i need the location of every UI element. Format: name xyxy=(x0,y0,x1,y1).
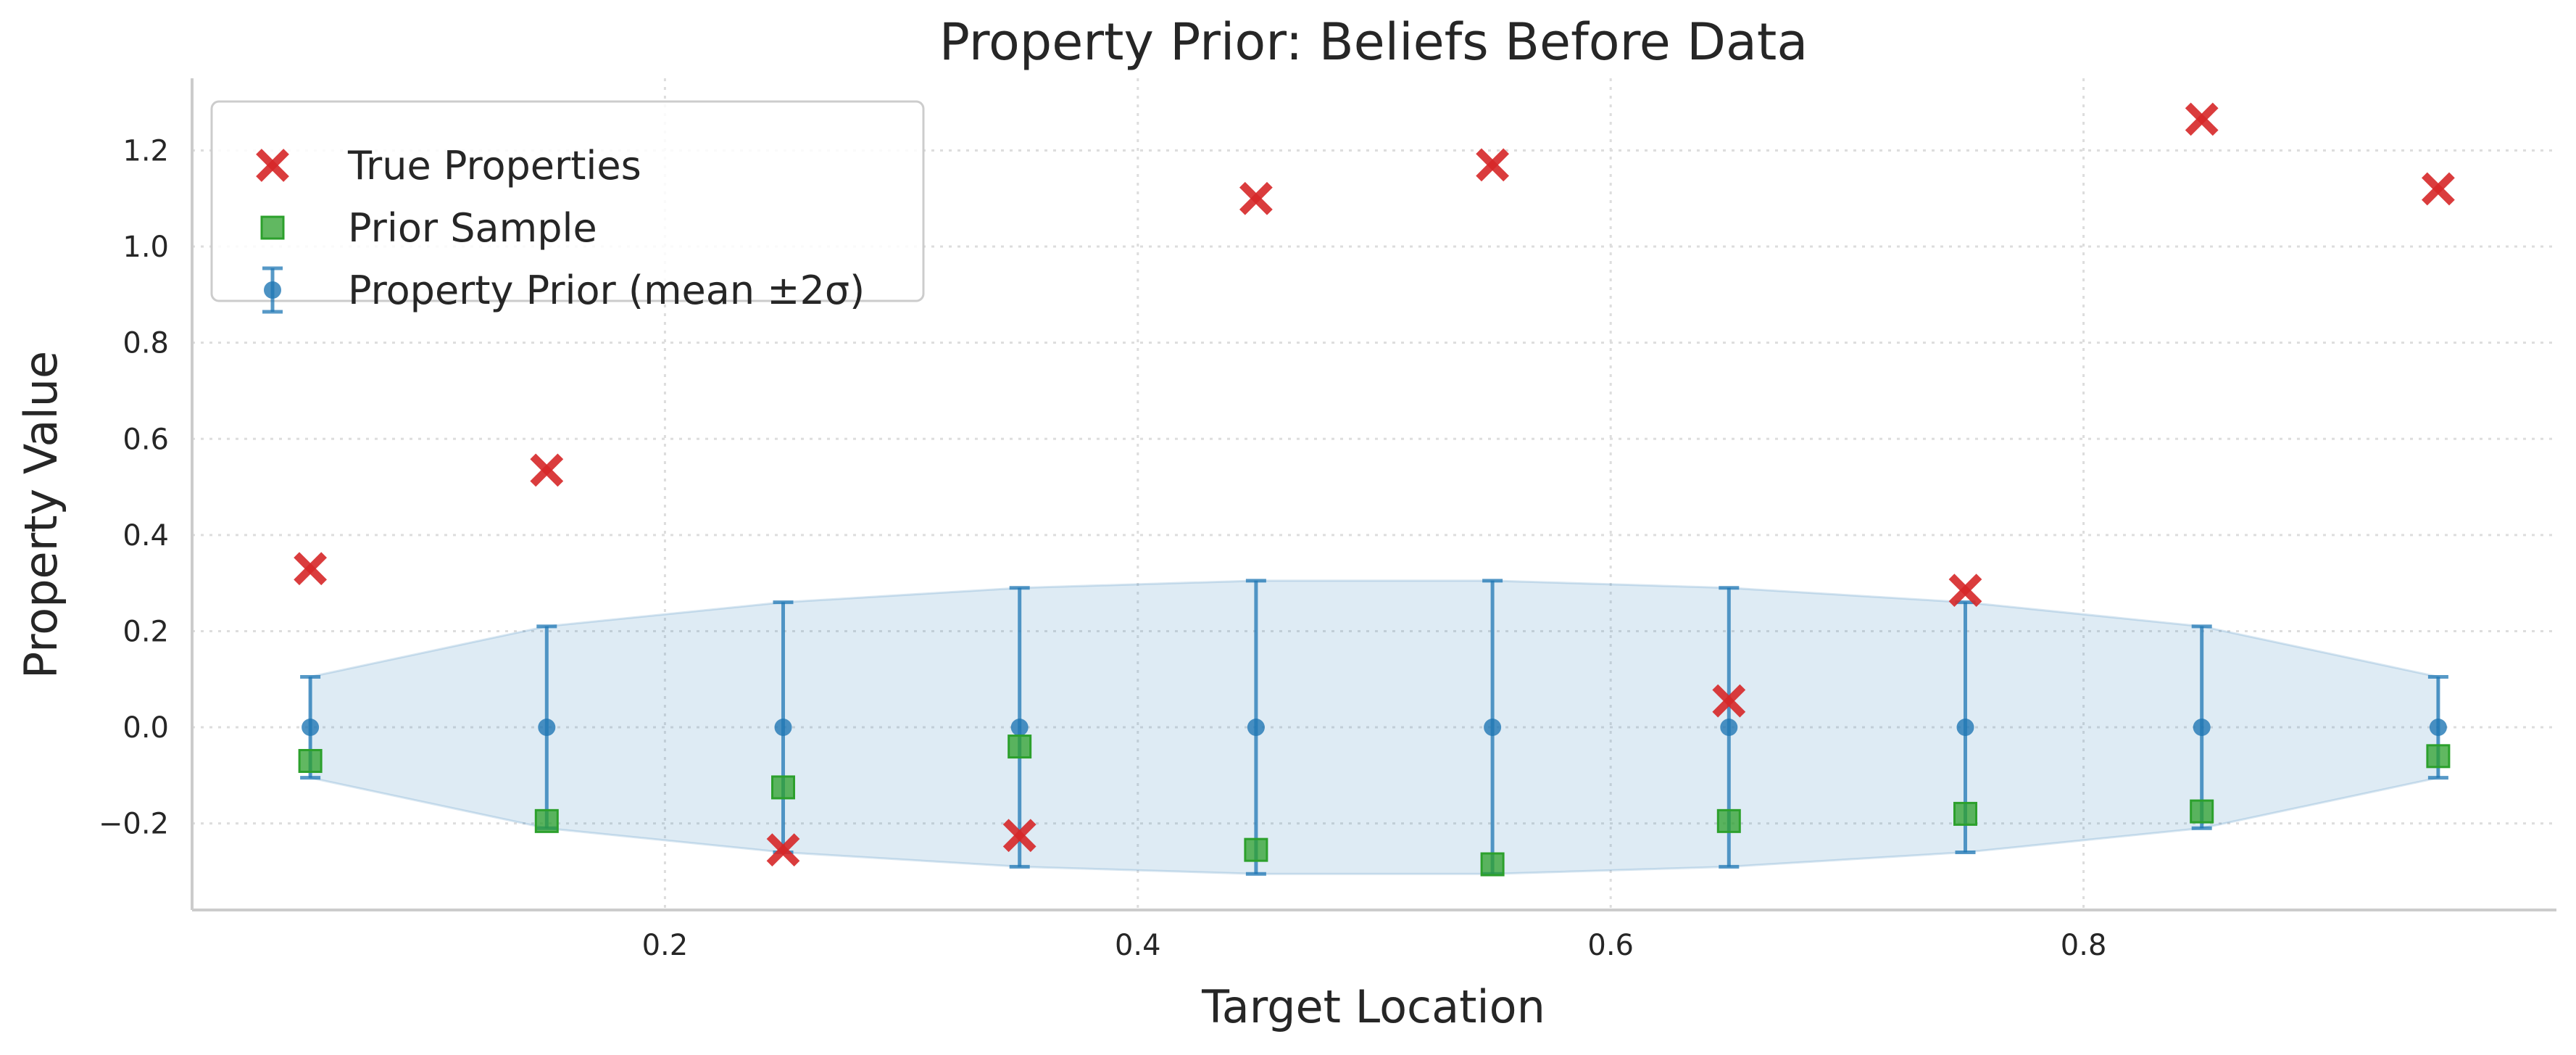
legend-label: True Properties xyxy=(347,143,641,189)
y-tick-label: 0.0 xyxy=(122,711,169,745)
true-property-point xyxy=(294,552,327,586)
legend-label: Prior Sample xyxy=(348,205,597,251)
prior-sample-point xyxy=(1480,852,1505,877)
true-property-point xyxy=(530,453,564,487)
x-tick-label: 0.4 xyxy=(1115,929,1161,962)
true-property-point xyxy=(766,833,800,867)
y-tick-label: 0.2 xyxy=(122,615,169,648)
prior-sample-point xyxy=(1716,808,1741,833)
y-tick-label: 1.0 xyxy=(122,231,169,264)
prior-mean-point xyxy=(2193,719,2211,737)
chart-title: Property Prior: Beliefs Before Data xyxy=(939,12,1808,72)
true-property-point xyxy=(2422,172,2455,206)
y-tick-label: 0.6 xyxy=(122,423,169,456)
prior-sample-point xyxy=(2426,744,2451,769)
legend-prior-marker xyxy=(264,281,281,299)
plot-area: 0.2 0.4 0.6 0.8 −0.2 0.0 0.2 0.4 0.6 0.8 1.0 1.2 xyxy=(99,78,2556,962)
legend-true-marker xyxy=(256,149,289,182)
legend-box xyxy=(210,100,925,302)
y-tick-label: −0.2 xyxy=(99,808,169,841)
prior-mean-point xyxy=(1484,719,1502,737)
prior-sample-point xyxy=(771,775,795,800)
y-tick-label: 0.8 xyxy=(122,327,169,360)
x-axis-label: Target Location xyxy=(1201,980,1545,1033)
prior-mean-point xyxy=(774,719,792,737)
y-tick-label: 1.2 xyxy=(122,134,169,167)
prior-mean-point xyxy=(2429,719,2447,737)
legend-label: Property Prior (mean ±2σ) xyxy=(348,268,865,313)
prior-band xyxy=(309,579,2440,875)
prior-sample-point xyxy=(1953,801,1977,826)
x-tick-label: 0.8 xyxy=(2061,929,2107,962)
prior-sample-point xyxy=(534,808,559,833)
prior-mean-point xyxy=(1247,719,1265,737)
prior-mean-point xyxy=(1720,719,1738,737)
true-property-point xyxy=(1476,148,1509,182)
prior-mean-point xyxy=(538,719,556,737)
true-property-point xyxy=(1239,181,1273,215)
prior-mean-point xyxy=(302,719,320,737)
true-property-point xyxy=(1002,819,1036,853)
legend-sample-marker xyxy=(260,215,285,240)
prior-sample-point xyxy=(1007,735,1032,759)
prior-mean-point xyxy=(1010,719,1029,737)
true-property-point xyxy=(1948,574,1982,607)
prior-sample-point xyxy=(1244,837,1268,862)
x-tick-label: 0.2 xyxy=(642,929,689,962)
x-tick-label: 0.6 xyxy=(1587,929,1634,962)
prior-sample-point xyxy=(298,748,323,773)
y-axis-label: Property Value xyxy=(14,351,67,679)
true-property-point xyxy=(1712,684,1746,718)
legend: True Properties Prior Sample Property Prio… xyxy=(210,100,925,314)
prior-mean-point xyxy=(1956,719,1974,737)
prior-sample-point xyxy=(2190,799,2214,824)
true-property-point xyxy=(2185,102,2219,136)
y-tick-label: 0.4 xyxy=(122,519,169,553)
